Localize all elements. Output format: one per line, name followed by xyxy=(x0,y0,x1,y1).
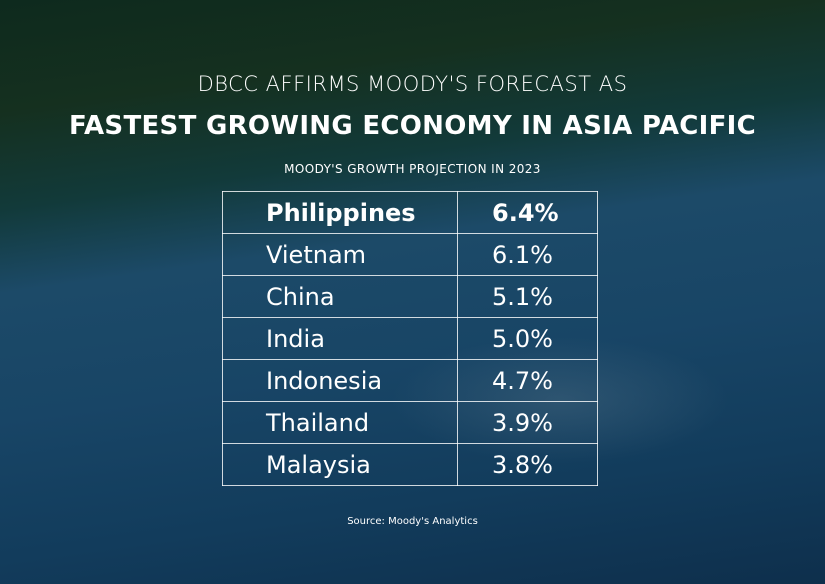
headline-bold: FASTEST GROWING ECONOMY IN ASIA PACIFIC xyxy=(68,111,757,141)
table-row: Malaysia 3.8% xyxy=(222,443,598,486)
table-row: Thailand 3.9% xyxy=(222,401,598,444)
source: Source: Moody's Analytics xyxy=(347,516,478,527)
country: Thailand xyxy=(222,401,458,444)
table-row: Philippines 6.4% xyxy=(222,191,598,234)
headline: DBCC AFFIRMS MOODY'S FORECAST AS xyxy=(197,72,628,96)
growth-rate: 6.1% xyxy=(457,233,598,276)
growth-rate: 4.7% xyxy=(457,359,598,402)
country: Indonesia xyxy=(222,359,458,402)
table-row: Vietnam 6.1% xyxy=(222,233,598,276)
table-row: China 5.1% xyxy=(222,275,598,318)
country: Vietnam xyxy=(222,233,458,276)
country: Philippines xyxy=(222,191,458,234)
growth-rate: 3.9% xyxy=(457,401,598,444)
growth-rate: 5.0% xyxy=(457,317,598,360)
country: China xyxy=(222,275,458,318)
country: India xyxy=(222,317,458,360)
growth-rate: 3.8% xyxy=(457,443,598,486)
table-row: Indonesia 4.7% xyxy=(222,359,598,402)
subtitle: MOODY'S GROWTH PROJECTION IN 2023 xyxy=(284,162,541,176)
growth-table: Philippines 6.4% Vietnam 6.1% China 5.1% India… xyxy=(222,191,598,486)
country: Malaysia xyxy=(222,443,458,486)
growth-rate: 5.1% xyxy=(457,275,598,318)
growth-rate: 6.4% xyxy=(457,191,598,234)
table-row: India 5.0% xyxy=(222,317,598,360)
